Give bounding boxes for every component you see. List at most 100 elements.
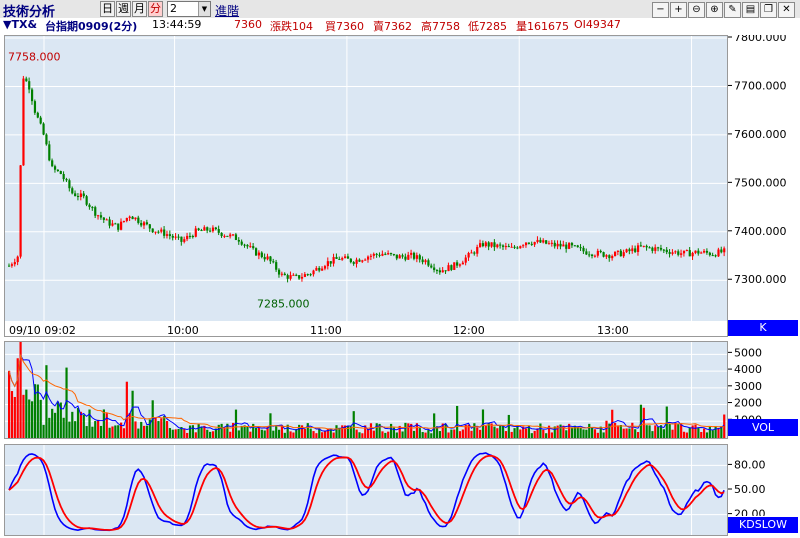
- price-panel[interactable]: 7758.000 7285.000 09/10 09:02 10:00 11:00 12:…: [4, 35, 728, 337]
- volume-bar: [74, 421, 77, 438]
- kd-chart: [5, 445, 727, 535]
- edit-icon[interactable]: ✎: [724, 2, 741, 18]
- volume-bar: [628, 428, 631, 438]
- candle-body: [148, 224, 151, 229]
- candle-body: [542, 240, 545, 243]
- candle-body: [16, 256, 19, 263]
- volume-bar: [197, 424, 200, 438]
- candle-body: [545, 240, 548, 244]
- candle-body: [608, 255, 611, 259]
- candle-body: [487, 242, 490, 247]
- volume-bar: [349, 426, 352, 438]
- candle-body: [668, 252, 671, 254]
- candle-body: [562, 244, 565, 247]
- candle-body: [341, 258, 344, 260]
- candle-body: [625, 249, 628, 253]
- candle-body: [88, 204, 91, 208]
- candle-body: [102, 217, 105, 220]
- candle-body: [8, 265, 11, 267]
- volume-bar: [493, 426, 496, 438]
- candle-body: [619, 250, 622, 257]
- zoom-out-icon[interactable]: ⊖: [688, 2, 705, 18]
- volume-bar: [154, 417, 157, 438]
- candle-body: [501, 245, 505, 247]
- candle-body: [45, 134, 48, 145]
- candle-body: [467, 252, 470, 258]
- candle-body: [507, 246, 510, 248]
- high-label: 7758.000: [8, 50, 61, 63]
- candle-body: [456, 262, 459, 266]
- candle-body: [76, 196, 80, 198]
- volume-bar: [464, 424, 467, 438]
- volume-bar: [582, 429, 585, 438]
- candle-body: [427, 260, 430, 266]
- candle-body: [648, 247, 651, 249]
- volume-bar: [39, 399, 42, 438]
- volume-bar: [441, 423, 444, 438]
- volume-bar: [289, 431, 292, 438]
- volume-bar: [378, 423, 381, 438]
- candle-body: [476, 246, 479, 254]
- volume-bar: [234, 409, 238, 438]
- volume-bar: [323, 430, 327, 438]
- plus-icon[interactable]: +: [670, 2, 687, 18]
- volume-bar: [19, 342, 22, 438]
- volume-bar: [79, 411, 82, 438]
- candle-body: [257, 252, 261, 256]
- candle-body: [214, 227, 217, 230]
- candle-body: [613, 251, 617, 257]
- interval-select[interactable]: 2 ▼: [167, 1, 211, 17]
- candle-body: [232, 234, 235, 236]
- volume-bar: [168, 428, 172, 438]
- volume-bar: [266, 426, 269, 438]
- volume-bar: [134, 421, 137, 438]
- close-icon[interactable]: ✕: [778, 2, 795, 18]
- volume-bar: [8, 370, 11, 438]
- time-tick-label: 12:00: [453, 324, 485, 337]
- volume-bar: [524, 428, 528, 438]
- candle-body: [243, 244, 246, 246]
- candle-body: [680, 253, 683, 255]
- restore-icon[interactable]: ❐: [760, 2, 777, 18]
- volume-bar: [111, 426, 114, 438]
- candle-body: [367, 256, 370, 260]
- volume-bar: [329, 428, 332, 438]
- zoom-in-icon[interactable]: ⊕: [706, 2, 723, 18]
- candle-body: [249, 246, 252, 248]
- contract-name: 台指期0909(2分): [45, 20, 138, 33]
- volume-bar: [102, 409, 105, 438]
- volume-panel-tag[interactable]: VOL: [728, 419, 798, 436]
- advanced-link[interactable]: 進階: [215, 4, 240, 18]
- volume-bar: [277, 429, 281, 438]
- candle-body: [312, 270, 315, 275]
- volume-bar: [157, 421, 160, 438]
- print-icon[interactable]: ▤: [742, 2, 759, 18]
- kd-panel-tag[interactable]: KDSLOW: [728, 517, 798, 533]
- volume-panel[interactable]: [4, 341, 728, 439]
- volume-bar: [91, 426, 94, 438]
- price-panel-tag[interactable]: K: [728, 320, 798, 336]
- minus-icon[interactable]: −: [652, 2, 669, 18]
- volume-bar: [522, 426, 525, 438]
- candle-body: [163, 229, 166, 236]
- chevron-down-icon[interactable]: ▼: [198, 2, 210, 16]
- volume-bar: [203, 425, 206, 438]
- volume-bar: [447, 432, 450, 438]
- candle-body: [700, 252, 703, 254]
- volume-bar: [450, 429, 453, 438]
- volume-bar: [28, 399, 31, 438]
- period-week-button[interactable]: 週: [116, 1, 131, 17]
- period-day-button[interactable]: 日: [100, 1, 115, 17]
- volume-bar: [714, 426, 717, 438]
- kd-panel[interactable]: [4, 444, 728, 536]
- volume-bar: [519, 429, 522, 438]
- period-minute-button[interactable]: 分: [148, 1, 163, 17]
- volume-bar: [499, 425, 502, 438]
- candle-body: [634, 248, 637, 252]
- last-price: 7360: [234, 18, 262, 31]
- volume-bar: [272, 430, 275, 438]
- period-month-button[interactable]: 月: [132, 1, 147, 17]
- symbol-label: ▼TX&: [3, 18, 38, 31]
- time-tick-label: 11:00: [310, 324, 342, 337]
- candle-body: [527, 242, 531, 244]
